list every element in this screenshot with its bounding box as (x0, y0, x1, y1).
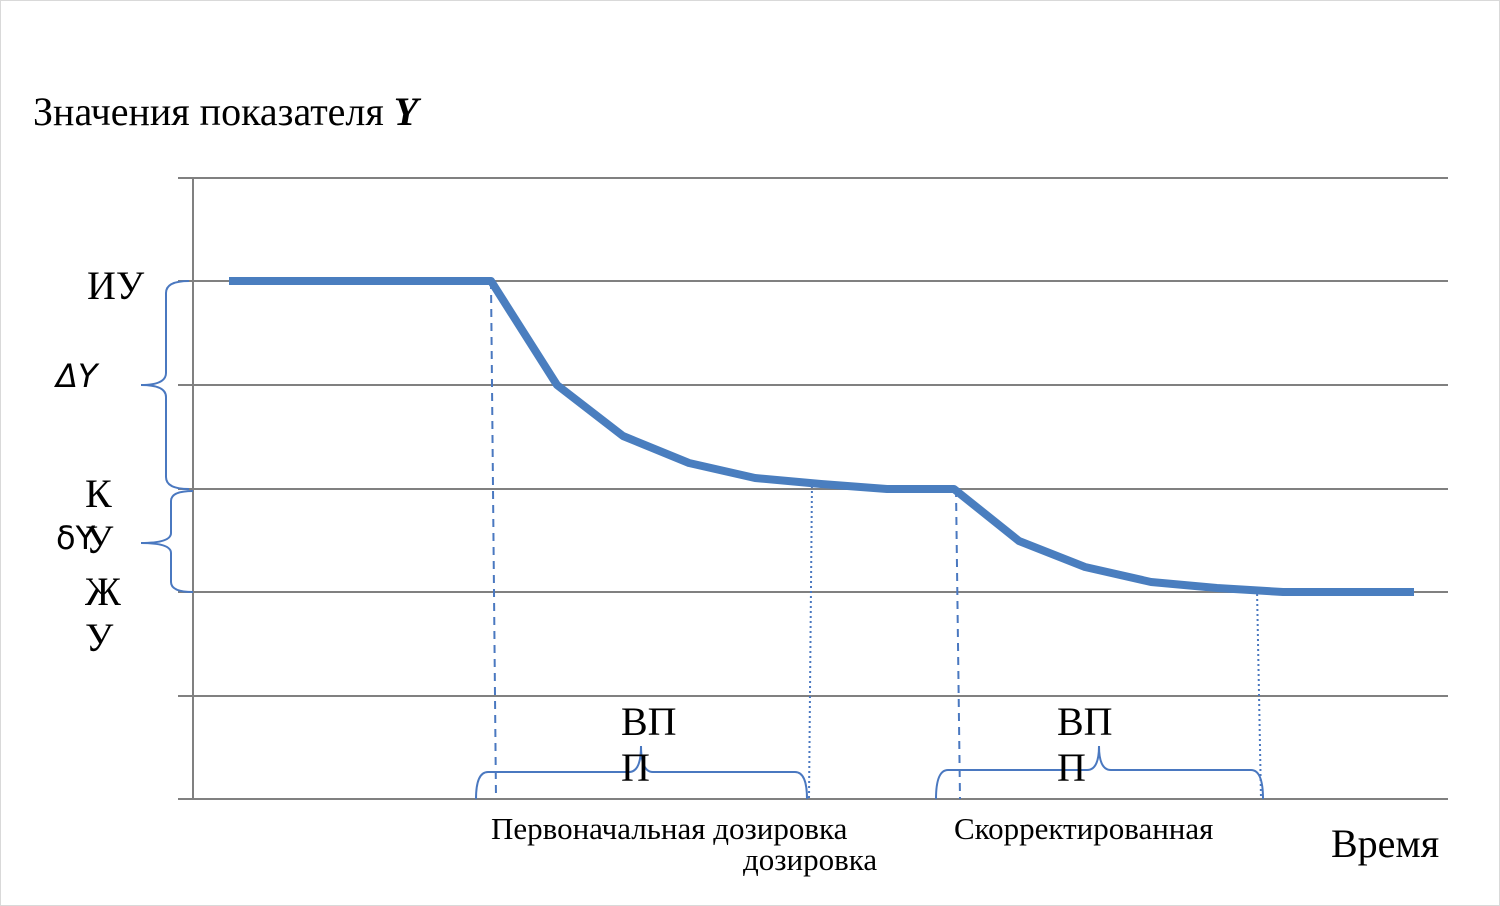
brace (935, 745, 1264, 800)
level-label: ЖУ (85, 569, 121, 660)
delta-label: δY (56, 519, 96, 557)
indicator-line (229, 277, 1414, 596)
guide-line (955, 488, 961, 800)
brace (140, 490, 194, 593)
period-caption: Первоначальная дозировка (491, 811, 848, 846)
brace (140, 280, 190, 490)
guide-line (808, 480, 813, 800)
guides (140, 280, 1264, 800)
period-label: ВПП (621, 699, 677, 790)
delta-label: ΔY (56, 357, 98, 395)
x-axis-label: Время (1331, 821, 1440, 866)
guide-line (1256, 588, 1262, 800)
period-label: ВПП (1057, 699, 1113, 790)
period-caption: дозировка (743, 842, 878, 877)
period-caption: Скорректированная (954, 811, 1214, 846)
title: Значения показателя Y (33, 89, 418, 135)
brace (475, 745, 808, 800)
guide-line (490, 280, 497, 800)
title-text: Значения показателя (33, 89, 394, 134)
title-symbol: Y (393, 89, 419, 134)
level-label: ИУ (87, 263, 145, 308)
level-label: КУ (85, 471, 114, 562)
grid (178, 177, 1448, 800)
